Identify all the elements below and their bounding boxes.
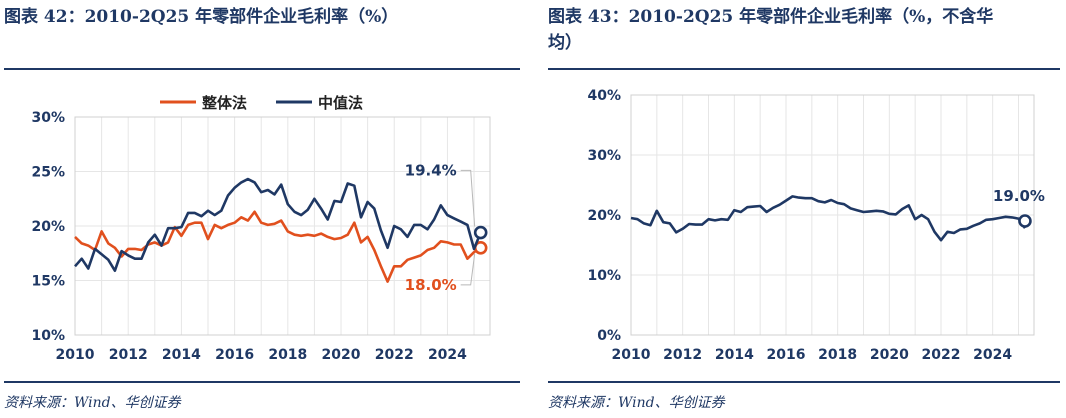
left-chart-y-tick-label: 30% bbox=[31, 110, 65, 126]
left-chart-leader-line-1 bbox=[460, 169, 476, 227]
right-chart-y-tick-label: 40% bbox=[587, 88, 621, 104]
left-chart-series-line-0 bbox=[74, 210, 482, 283]
left-chart-x-tick-label: 2010 bbox=[56, 347, 95, 363]
left-chart-end-marker-1 bbox=[473, 225, 488, 240]
left-chart-y-tick-label: 15% bbox=[31, 274, 65, 290]
left-chart-x-tick-label: 2016 bbox=[215, 347, 254, 363]
left-chart-end-label-0: 18.0% bbox=[405, 276, 457, 294]
left-chart-plot-frame bbox=[74, 116, 491, 336]
right-chart-end-marker-0 bbox=[1018, 214, 1032, 228]
right-chart-x-tick-label: 2020 bbox=[870, 347, 909, 363]
right-chart-y-tick-label: 10% bbox=[587, 268, 621, 284]
right-chart-series-line-0 bbox=[630, 195, 1027, 242]
right-chart-title-line2: 均） bbox=[548, 33, 582, 53]
right-source-note: 资料来源：Wind、华创证券 bbox=[548, 395, 725, 411]
right-chart: 0% 10% 20% 30% 40% 2010 2012 2014 2016 2018 2020 20… bbox=[587, 88, 1045, 363]
right-chart-plot-frame bbox=[630, 94, 1035, 336]
left-chart-y-tick-label: 20% bbox=[31, 219, 65, 235]
right-chart-x-tick-label: 2022 bbox=[922, 347, 961, 363]
left-chart-x-tick-label: 2012 bbox=[109, 347, 148, 363]
left-chart-y-tick-label: 25% bbox=[31, 165, 65, 181]
right-source-rule bbox=[548, 381, 1060, 383]
left-chart-leader-line-0 bbox=[460, 253, 476, 286]
left-chart-x-tick-label: 2024 bbox=[428, 347, 467, 363]
right-chart-end-label: 19.0% bbox=[993, 187, 1045, 205]
right-chart-x-tick-label: 2012 bbox=[663, 347, 702, 363]
left-source-note: 资料来源：Wind、华创证券 bbox=[4, 395, 181, 411]
right-chart-x-tick-label: 2024 bbox=[973, 347, 1012, 363]
left-chart-end-label-1: 19.4% bbox=[405, 161, 457, 179]
left-chart-title: 图表 42：2010-2Q25 年零部件企业毛利率（%） bbox=[4, 7, 399, 27]
left-chart-x-tick-label: 2020 bbox=[322, 347, 361, 363]
left-chart-series-line-1 bbox=[74, 177, 482, 272]
right-chart-title: 图表 43：2010-2Q25 年零部件企业毛利率（%，不含华 均） bbox=[548, 4, 993, 56]
legend-label-1: 中值法 bbox=[318, 94, 363, 112]
right-chart-y-tick-label: 0% bbox=[597, 328, 621, 344]
right-chart-y-tick-label: 30% bbox=[587, 148, 621, 164]
left-chart-x-tick-label: 2018 bbox=[268, 347, 307, 363]
left-source-rule bbox=[4, 381, 520, 383]
left-title-rule bbox=[4, 68, 520, 70]
right-chart-title-line1: 图表 43：2010-2Q25 年零部件企业毛利率（%，不含华 bbox=[548, 7, 994, 27]
left-chart-x-tick-label: 2022 bbox=[375, 347, 414, 363]
right-chart-y-tick-label: 20% bbox=[587, 208, 621, 224]
right-chart-x-tick-label: 2016 bbox=[767, 347, 806, 363]
right-title-rule bbox=[548, 68, 1060, 70]
left-chart: 10% 15% 20% 25% 30% 2010 2012 2014 2016 2018 2020 2… bbox=[31, 94, 491, 363]
left-chart-x-tick-label: 2014 bbox=[162, 347, 201, 363]
legend-label-0: 整体法 bbox=[202, 94, 247, 112]
right-chart-x-tick-label: 2010 bbox=[612, 347, 651, 363]
right-chart-x-tick-label: 2018 bbox=[818, 347, 857, 363]
left-chart-y-tick-label: 10% bbox=[31, 328, 65, 344]
right-chart-x-tick-label: 2014 bbox=[715, 347, 754, 363]
